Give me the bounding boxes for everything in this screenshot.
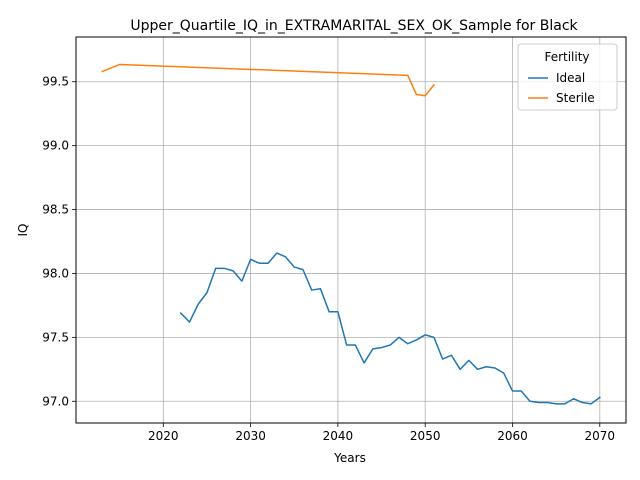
y-tick-label: 97.5 [42, 330, 69, 344]
y-tick-label: 99.0 [42, 139, 69, 153]
legend-label-ideal: Ideal [556, 71, 585, 85]
legend-label-sterile: Sterile [556, 91, 595, 105]
legend-box [517, 43, 618, 111]
legend: Fertility Ideal Sterile [517, 43, 618, 111]
y-tick-label: 97.0 [42, 394, 69, 408]
y-tick-label: 99.5 [42, 75, 69, 89]
chart-title: Upper_Quartile_IQ_in_EXTRAMARITAL_SEX_OK… [130, 18, 578, 34]
y-axis-label: IQ [16, 224, 30, 237]
x-axis-label: Years [333, 451, 366, 465]
x-tick-label: 2050 [410, 429, 441, 443]
series-lines [101, 63, 601, 405]
x-tick-label: 2040 [323, 429, 354, 443]
x-tick-label: 2060 [497, 429, 528, 443]
y-tick-label: 98.5 [42, 203, 69, 217]
x-tick-label: 2070 [585, 429, 616, 443]
axis-ticks: 2020 2030 2040 2050 2060 2070 97.0 97.5 98.0 98.5… [42, 75, 615, 443]
y-tick-label: 98.0 [42, 266, 69, 280]
series-line-sterile [101, 63, 435, 97]
series-line-ideal [179, 252, 601, 405]
x-tick-label: 2030 [235, 429, 266, 443]
plot-frame [75, 36, 627, 424]
x-tick-label: 2020 [148, 429, 179, 443]
legend-title: Fertility [544, 50, 589, 64]
